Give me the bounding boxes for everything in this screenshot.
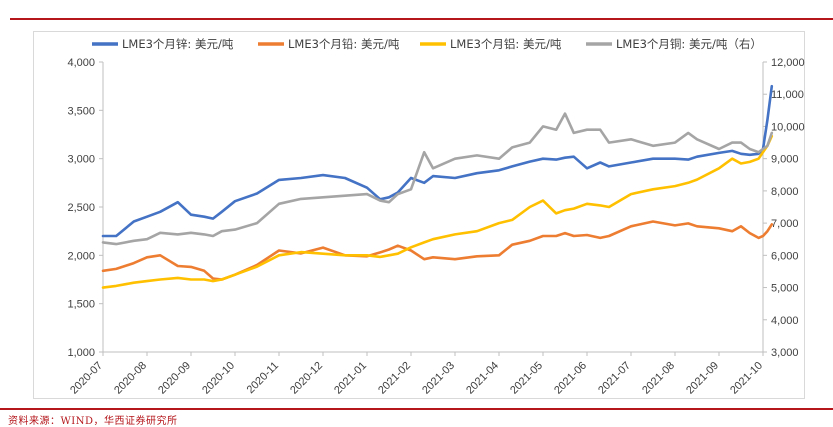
legend-label-1: LME3个月锌: 美元/吨 [122, 37, 234, 51]
x-tick-label: 2020-11 [245, 360, 281, 396]
x-tick-label: 2021-08 [640, 360, 677, 397]
x-tick-label: 2021-02 [376, 360, 413, 397]
x-tick-label: 2021-01 [332, 360, 369, 397]
x-tick-label: 2021-09 [684, 360, 721, 397]
y-right-tick-label: 10,000 [771, 121, 805, 133]
x-tick-label: 2020-07 [68, 360, 105, 397]
x-tick-label: 2021-06 [552, 360, 589, 397]
y-right-tick-label: 7,000 [771, 218, 799, 230]
y-right-tick-label: 12,000 [771, 57, 805, 69]
y-left-tick-label: 1,500 [67, 299, 95, 311]
source-note: 资料来源：WIND，华西证券研究所 [8, 416, 178, 427]
x-tick-label: 2020-10 [200, 360, 237, 397]
y-right-tick-label: 6,000 [771, 250, 799, 262]
series-line-4 [101, 112, 774, 246]
y-left-tick-label: 2,500 [67, 202, 95, 214]
series-line-1 [101, 84, 774, 238]
x-tick-label: 2020-09 [156, 360, 193, 397]
x-tick-label: 2021-05 [508, 360, 545, 397]
legend-label-3: LME3个月铝: 美元/吨 [450, 37, 562, 51]
x-tick-label: 2021-07 [596, 360, 633, 397]
y-left-tick-label: 1,000 [67, 347, 95, 359]
bottom-red-rule [0, 408, 833, 410]
y-right-tick-label: 11,000 [771, 89, 804, 101]
series-line-3 [101, 134, 774, 289]
x-tick-label: 2021-03 [420, 360, 457, 397]
y-left-tick-label: 3,000 [67, 154, 95, 166]
y-right-tick-label: 5,000 [771, 283, 799, 295]
top-red-rule [10, 18, 833, 20]
y-left-tick-label: 3,500 [67, 105, 95, 117]
x-tick-label: 2021-10 [728, 360, 765, 397]
x-tick-label: 2020-08 [112, 360, 149, 397]
y-right-tick-label: 8,000 [771, 186, 799, 198]
y-left-tick-label: 4,000 [67, 57, 95, 69]
y-right-tick-label: 9,000 [771, 154, 799, 166]
x-tick-label: 2020-12 [288, 360, 325, 397]
y-left-tick-label: 2,000 [67, 250, 95, 262]
legend-label-4: LME3个月铜: 美元/吨（右） [616, 37, 762, 51]
y-right-tick-label: 4,000 [771, 315, 799, 327]
series-line-2 [101, 220, 774, 281]
y-right-tick-label: 3,000 [771, 347, 799, 359]
legend-label-2: LME3个月铅: 美元/吨 [288, 37, 400, 51]
chart-frame [33, 31, 805, 399]
x-tick-label: 2021-04 [464, 360, 501, 397]
